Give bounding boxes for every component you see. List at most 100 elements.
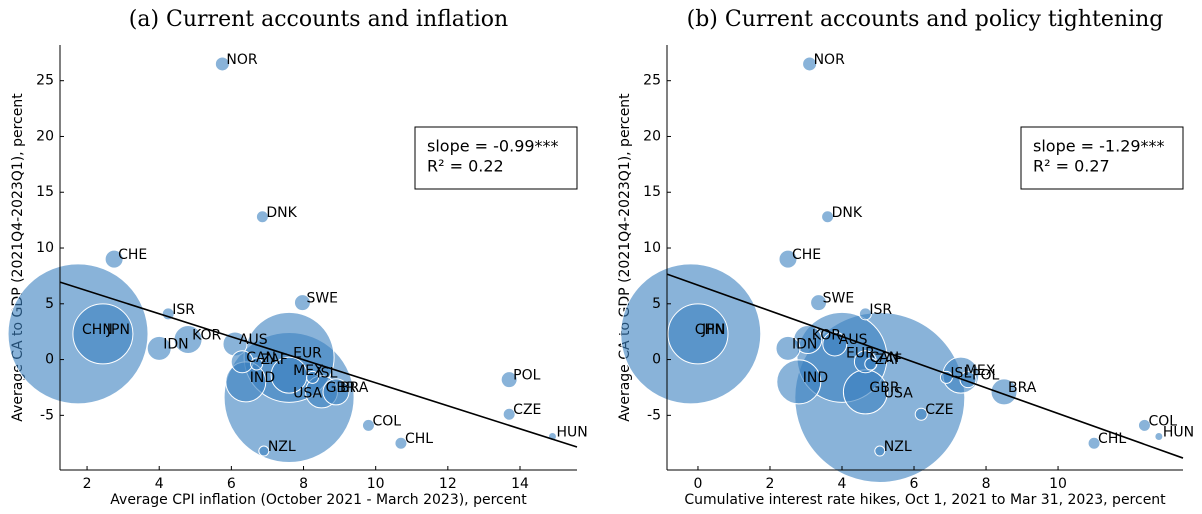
stats-box: [1020, 126, 1184, 190]
y-tick-label: -5: [40, 407, 54, 423]
point-label: IDN: [163, 336, 188, 352]
y-tick-label: 15: [36, 184, 54, 200]
x-axis-label: Average CPI inflation (October 2021 - Ma…: [110, 492, 527, 508]
point-label: USA: [293, 385, 322, 401]
point-label: NZL: [884, 439, 912, 455]
bubble: [173, 324, 203, 354]
bubble: [361, 418, 375, 432]
bubble: [822, 331, 848, 357]
x-tick-label: 8: [982, 476, 991, 492]
bubble: [667, 303, 729, 365]
y-tick-label: 20: [643, 128, 661, 144]
bubble: [250, 357, 264, 371]
point-label: CHN: [695, 322, 726, 338]
bubble: [502, 407, 516, 421]
bubble: [802, 56, 818, 72]
bubble: [1087, 436, 1101, 450]
x-tick-label: 6: [227, 476, 236, 492]
bubble: [874, 445, 886, 457]
y-tick-label: 20: [36, 128, 54, 144]
point-label: CHN: [82, 322, 113, 338]
point-label: CZE: [513, 402, 541, 418]
x-tick-label: 0: [694, 476, 703, 492]
stats-text: slope = -1.29***: [1033, 137, 1165, 156]
y-tick-label: 10: [643, 240, 661, 256]
x-tick-label: 2: [83, 476, 92, 492]
point-label: DNK: [266, 205, 297, 221]
point-label: CZE: [925, 402, 953, 418]
point-label: CHL: [405, 431, 433, 447]
bubble: [255, 210, 269, 224]
bubble: [72, 303, 134, 365]
point-label: COL: [1148, 413, 1177, 429]
bubble: [775, 335, 801, 361]
point-label: HUN: [556, 425, 587, 441]
bubble: [776, 359, 822, 405]
point-label: NOR: [814, 52, 845, 68]
point-label: JPN: [701, 322, 725, 338]
point-label: IDN: [792, 336, 817, 352]
point-label: DNK: [832, 205, 863, 221]
point-label: ZAF: [261, 352, 288, 368]
y-tick-label: 5: [45, 296, 54, 312]
point-label: COL: [372, 413, 401, 429]
point-label: EUR: [846, 345, 875, 361]
point-label: CAN: [246, 350, 276, 366]
fit-line: [666, 273, 1184, 459]
point-label: EUR: [293, 345, 322, 361]
bubble: [214, 56, 230, 72]
y-tick-label: 15: [643, 184, 661, 200]
point-label: MEX: [965, 363, 996, 379]
bubble: [500, 371, 518, 389]
stats-text: R² = 0.22: [427, 157, 504, 176]
x-tick-label: 10: [367, 476, 385, 492]
stats-box: [414, 126, 578, 190]
point-label: NOR: [226, 52, 257, 68]
y-tick-label: 25: [643, 73, 661, 89]
panel: (a) Current accounts and inflation Averag…: [7, 7, 588, 508]
bubble: [322, 378, 350, 406]
x-tick-label: 2: [766, 476, 775, 492]
bubble: [864, 357, 878, 371]
point-label: POL: [513, 368, 540, 384]
y-tick-label: 5: [652, 296, 661, 312]
bubble: [1137, 418, 1151, 432]
x-tick-label: 4: [838, 476, 847, 492]
bubble: [306, 370, 320, 384]
point-label: KOR: [192, 327, 221, 343]
bubble: [990, 378, 1018, 406]
bubble: [914, 407, 928, 421]
point-label: MEX: [293, 363, 324, 379]
y-tick-label: 0: [45, 352, 54, 368]
x-tick-label: 8: [299, 476, 308, 492]
point-label: BRA: [1008, 380, 1037, 396]
point-label: CHE: [792, 247, 821, 263]
point-label: HUN: [1163, 425, 1194, 441]
point-label: USA: [884, 385, 913, 401]
y-axis-label: Average CA to GDP (2021Q4-2023Q1), perce…: [617, 93, 633, 422]
bubble: [821, 210, 835, 224]
y-tick-label: 10: [36, 240, 54, 256]
point-label: ZAF: [875, 352, 902, 368]
panel: (b) Current accounts and policy tighteni…: [617, 7, 1194, 508]
panel-title: (b) Current accounts and policy tighteni…: [687, 7, 1164, 32]
y-tick-label: 25: [36, 73, 54, 89]
x-tick-label: 4: [155, 476, 164, 492]
y-tick-label: 0: [652, 352, 661, 368]
point-label: NZL: [268, 439, 296, 455]
point-label: BRA: [340, 380, 369, 396]
x-tick-label: 6: [910, 476, 919, 492]
point-label: GBR: [869, 380, 899, 396]
point-label: GBR: [326, 380, 356, 396]
bubble: [858, 307, 872, 321]
point-label: SWE: [306, 291, 338, 307]
y-tick-label: -5: [647, 407, 661, 423]
bubble: [810, 294, 828, 312]
point-label: ISR: [869, 302, 892, 318]
bubble: [146, 335, 172, 361]
point-label: POL: [972, 368, 999, 384]
x-axis-label: Cumulative interest rate hikes, Oct 1, 2…: [684, 492, 1166, 508]
bubble: [778, 249, 798, 269]
bubble: [394, 436, 408, 450]
